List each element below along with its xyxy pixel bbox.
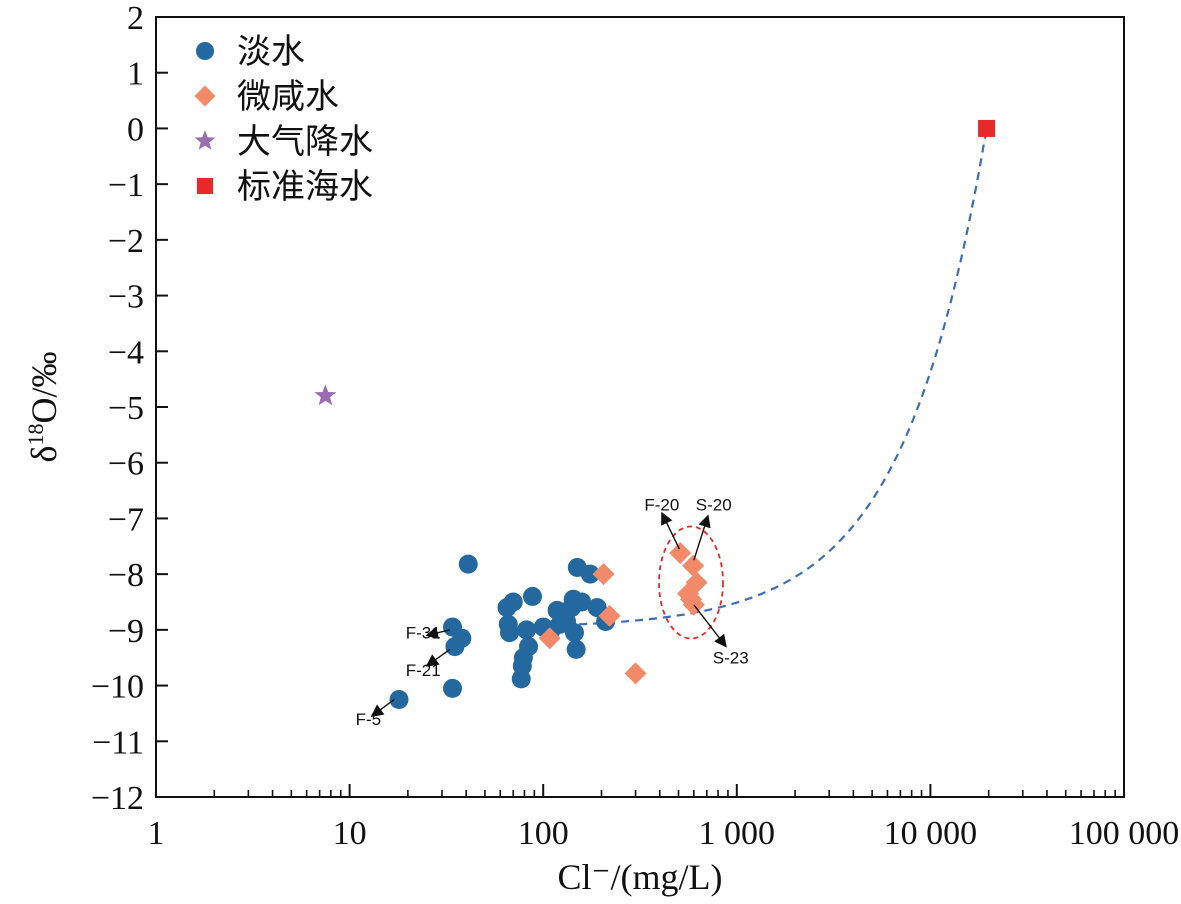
data-point-circle [580, 564, 600, 584]
legend-marker-diamond [194, 85, 216, 107]
y-tick-label: −11 [92, 724, 144, 761]
mixing-curve-layer [551, 128, 988, 627]
y-axis-title: δ18O/‰ [23, 352, 64, 463]
data-point-circle [389, 690, 409, 709]
data-point-diamond [669, 541, 692, 564]
data-point-circle [503, 592, 523, 612]
series-square [978, 119, 996, 137]
data-point-square [978, 119, 996, 137]
annotation-arrow [425, 626, 451, 639]
y-tick-label: 0 [127, 111, 144, 148]
legend-marker-star [194, 130, 216, 150]
y-axis-title-rest: O/‰ [24, 352, 64, 424]
data-points-layer [314, 119, 996, 709]
series-diamond [538, 541, 708, 685]
annotation-label: F-31 [406, 624, 441, 643]
data-point-circle [452, 628, 472, 648]
data-point-diamond [592, 563, 615, 586]
data-point-circle [519, 637, 539, 657]
annotation-label: S-23 [713, 649, 749, 668]
y-tick-label: −6 [108, 446, 144, 483]
y-tick-label: −2 [108, 223, 144, 260]
annotation-label: F-20 [644, 496, 679, 515]
data-point-circle [566, 639, 586, 659]
data-point-diamond [682, 554, 705, 577]
x-tick-label: 100 [518, 815, 569, 852]
x-axis-title: Cl⁻/(mg/L) [558, 857, 723, 897]
data-point-circle [500, 623, 520, 643]
x-tick-label: 10 000 [884, 815, 978, 852]
annotation-arrow [693, 514, 711, 561]
y-tick-label: −4 [108, 334, 144, 371]
y-axis-title-superscript: 18 [23, 424, 48, 446]
mixing-curve [551, 128, 988, 627]
y-tick-label: −8 [108, 557, 144, 594]
annotations-layer: F-31 F-21 F-5 F-20 S-20 S-23 [356, 496, 749, 730]
y-tick-label: −7 [108, 501, 144, 538]
annotation-arrow [661, 511, 680, 550]
annotation-label: F-21 [406, 661, 441, 680]
annotation-label: F-5 [356, 710, 382, 729]
x-tick-label: 100 000 [1069, 815, 1180, 852]
series-circle [389, 554, 616, 709]
y-tick-label: 1 [127, 56, 144, 93]
data-point-circle [522, 586, 542, 606]
y-tick-label: −1 [108, 167, 144, 204]
legend-marker-square [196, 177, 214, 195]
ellipse-layer [658, 525, 724, 640]
data-point-circle [458, 554, 478, 574]
y-tick-label: −5 [108, 390, 144, 427]
data-point-circle [517, 620, 537, 640]
annotation-arrow [370, 698, 395, 717]
annotation-arrow [425, 648, 451, 667]
annotation-arrow [693, 604, 727, 648]
y-tick-label: −3 [108, 279, 144, 316]
legend-label: 微咸水 [237, 77, 339, 117]
highlight-ellipse [658, 525, 724, 640]
data-point-diamond [598, 604, 621, 627]
x-tick-label: 1 000 [699, 815, 776, 852]
x-tick-label: 1 [148, 815, 165, 852]
data-point-circle [587, 598, 607, 618]
data-point-diamond [624, 662, 647, 685]
x-tick-label: 10 [333, 815, 367, 852]
legend-label: 标准海水 [237, 167, 373, 207]
y-tick-label: −12 [91, 780, 144, 817]
data-point-circle [572, 592, 592, 612]
legend-label: 大气降水 [237, 122, 373, 162]
y-tick-label: −10 [91, 669, 144, 706]
y-tick-label: −9 [108, 613, 144, 650]
data-point-diamond [538, 627, 561, 650]
y-axis-title-main: δ [24, 446, 64, 463]
data-point-circle [442, 678, 462, 698]
data-point-star [314, 384, 337, 406]
series-star [314, 384, 337, 406]
data-point-circle [564, 623, 584, 643]
y-tick-label: 2 [127, 0, 144, 37]
legend-label: 淡水 [237, 32, 305, 72]
annotation-label: S-20 [696, 496, 732, 515]
legend-marker-circle [195, 41, 215, 61]
axes-layer: 210−1−2−3−4−5−6−7−8−9−10−11−121 10 100 1 00… [23, 0, 1179, 897]
